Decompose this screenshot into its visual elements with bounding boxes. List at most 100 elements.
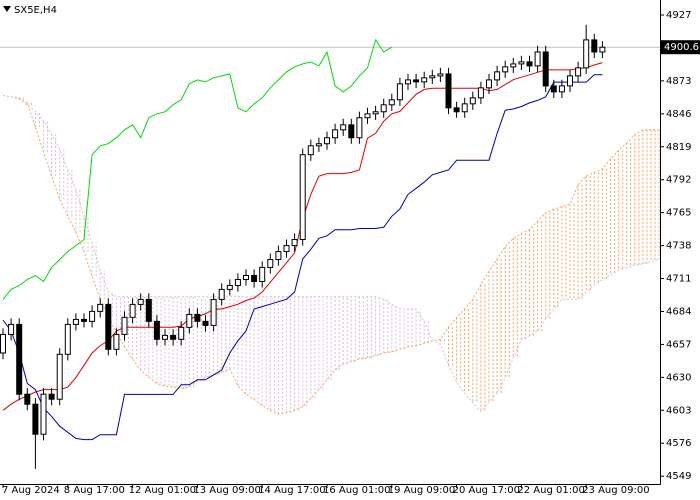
candle-body xyxy=(137,298,144,305)
candle-body xyxy=(0,333,6,354)
y-tick-label: 4549 xyxy=(666,471,691,482)
cloud-span-a xyxy=(2,95,660,415)
y-tick-label: 4576 xyxy=(666,438,691,449)
x-tick-label: 8 Aug 17:00 xyxy=(64,485,125,496)
y-tick-label: 4792 xyxy=(666,175,691,186)
y-tick-label: 4819 xyxy=(666,142,691,153)
x-tick-label: 13 Aug 09:00 xyxy=(193,485,260,496)
candle-body xyxy=(291,238,298,247)
candle-body xyxy=(72,318,79,325)
candle-body xyxy=(469,97,476,105)
candle-body xyxy=(429,75,436,79)
y-tick-label: 4630 xyxy=(666,372,691,383)
candle-body xyxy=(24,393,31,405)
candle-body xyxy=(558,85,565,93)
candle-body xyxy=(542,51,549,87)
candle-body xyxy=(324,137,330,145)
candle-body xyxy=(307,145,314,156)
candle-body xyxy=(259,266,266,282)
candle-body xyxy=(32,403,39,435)
y-tick-label: 4684 xyxy=(666,306,691,317)
candle-body xyxy=(526,61,533,67)
candle-body xyxy=(364,113,371,119)
candle-body xyxy=(461,103,468,113)
candle-body xyxy=(494,71,501,81)
price-label: 4900.6 xyxy=(664,42,699,53)
candle-body xyxy=(315,143,322,147)
y-tick-label: 4657 xyxy=(666,339,691,350)
candle-body xyxy=(445,73,452,109)
x-tick-label: 14 Aug 17:00 xyxy=(258,485,325,496)
candle-body xyxy=(502,66,509,73)
candle-body xyxy=(534,51,541,67)
candle-body xyxy=(8,323,15,335)
candle-body xyxy=(89,310,96,322)
x-tick-label: 19 Aug 09:00 xyxy=(388,485,455,496)
x-tick-label: 22 Aug 01:00 xyxy=(517,485,584,496)
chart-title: SX5E,H4 xyxy=(14,5,57,16)
candle-body xyxy=(275,251,282,261)
candle-body xyxy=(575,67,582,77)
cloud-span-b xyxy=(2,95,660,413)
candle-body xyxy=(218,288,225,300)
candle-body xyxy=(591,39,598,53)
x-tick-label: 20 Aug 17:00 xyxy=(453,485,520,496)
candle-body xyxy=(437,73,444,77)
candle-body xyxy=(396,83,403,101)
candle-body xyxy=(113,333,120,350)
y-tick-label: 4603 xyxy=(666,405,691,416)
candle-body xyxy=(380,104,387,113)
candle-body xyxy=(202,320,209,326)
candle-body xyxy=(510,63,517,68)
candle-body xyxy=(518,61,525,65)
candle-body xyxy=(299,154,306,240)
candle-body xyxy=(550,85,557,93)
candle-body xyxy=(583,39,590,69)
y-tick-label: 4846 xyxy=(666,109,691,120)
candle-body xyxy=(421,77,428,83)
y-tick-label: 4711 xyxy=(666,274,691,285)
candle-body xyxy=(153,320,160,340)
y-tick-label: 4927 xyxy=(666,10,691,21)
candle-body xyxy=(145,298,152,322)
candle-body xyxy=(486,79,492,89)
title-icon xyxy=(3,6,11,12)
candle-body xyxy=(405,79,411,85)
candle-body xyxy=(453,107,460,113)
candle-body xyxy=(56,353,63,400)
candle-body xyxy=(388,99,395,106)
candle-body xyxy=(251,274,258,282)
plot-area xyxy=(0,24,660,469)
candle-body xyxy=(332,129,339,139)
candle-body xyxy=(48,393,55,400)
candle-body xyxy=(16,323,23,395)
candle-body xyxy=(567,75,573,87)
candle-body xyxy=(599,46,606,53)
candle-body xyxy=(186,313,193,328)
y-tick-label: 4765 xyxy=(666,208,691,219)
candle-body xyxy=(372,111,379,115)
candle-body xyxy=(97,303,104,312)
price-label-box xyxy=(661,40,700,55)
candle-body xyxy=(226,284,233,290)
candle-body xyxy=(356,117,363,139)
candle-body xyxy=(283,245,290,253)
candle-body xyxy=(170,334,177,340)
candle-body xyxy=(105,303,112,350)
indicator-line xyxy=(2,74,603,441)
x-tick-label: 7 Aug 2024 xyxy=(2,485,60,496)
candle-body xyxy=(121,316,128,335)
candle-body xyxy=(243,274,249,281)
candle-body xyxy=(340,124,347,131)
candle-body xyxy=(162,334,168,340)
candle-body xyxy=(413,79,420,83)
x-tick-label: 16 Aug 01:00 xyxy=(323,485,390,496)
x-tick-label: 12 Aug 01:00 xyxy=(129,485,196,496)
candle-body xyxy=(81,318,87,322)
candle-body xyxy=(210,298,217,326)
y-tick-label: 4738 xyxy=(666,241,691,252)
y-tick-label: 4873 xyxy=(666,76,691,87)
candle-body xyxy=(477,87,484,99)
